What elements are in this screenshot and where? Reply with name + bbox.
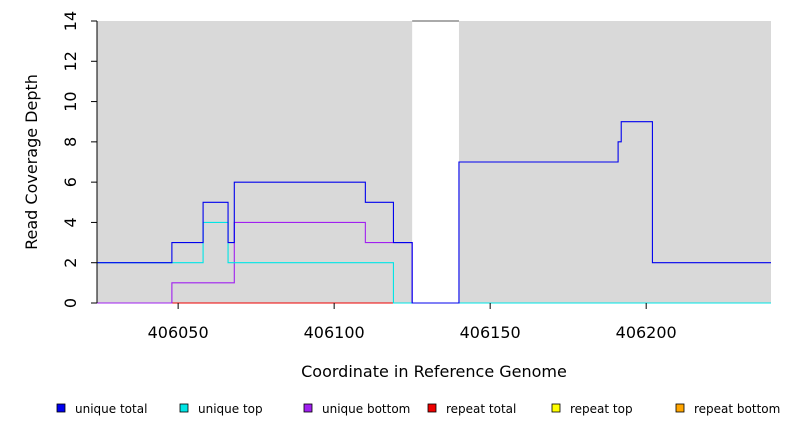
legend-label: repeat total bbox=[446, 402, 516, 416]
shaded-region-1 bbox=[97, 21, 413, 303]
x-tick-label: 406100 bbox=[304, 323, 365, 342]
series-unique-total bbox=[97, 121, 771, 304]
legend-swatch bbox=[675, 403, 685, 413]
legend-label: unique top bbox=[198, 402, 263, 416]
legend: unique total unique top unique bottom repea… bbox=[56, 402, 780, 416]
y-tick-label: 12 bbox=[61, 51, 80, 71]
legend-swatch bbox=[56, 403, 66, 413]
legend-swatch bbox=[303, 403, 313, 413]
y-tick-label: 0 bbox=[61, 298, 80, 308]
legend-swatch bbox=[551, 403, 561, 413]
legend-label: repeat bottom bbox=[694, 402, 780, 416]
legend-label: repeat top bbox=[570, 402, 633, 416]
x-tick-label: 406200 bbox=[616, 323, 677, 342]
y-tick-label: 6 bbox=[61, 177, 80, 187]
series-layer bbox=[97, 121, 771, 304]
y-tick-label: 8 bbox=[61, 137, 80, 147]
x-tick-label: 406050 bbox=[148, 323, 209, 342]
y-tick-label: 4 bbox=[61, 217, 80, 227]
y-tick-label: 14 bbox=[61, 11, 80, 31]
y-tick-label: 10 bbox=[61, 91, 80, 111]
legend-swatch bbox=[427, 403, 437, 413]
plot-background bbox=[97, 20, 771, 303]
y-tick-label: 2 bbox=[61, 258, 80, 268]
legend-label: unique bottom bbox=[322, 402, 410, 416]
x-axis-title: Coordinate in Reference Genome bbox=[301, 362, 567, 381]
y-axis-title: Read Coverage Depth bbox=[22, 74, 41, 250]
legend-swatch bbox=[179, 403, 189, 413]
legend-label: unique total bbox=[75, 402, 147, 416]
axes: 0 2 4 6 8 10 12 14 406050 406100 406150 406200 bbox=[61, 11, 677, 342]
x-tick-label: 406150 bbox=[460, 323, 521, 342]
